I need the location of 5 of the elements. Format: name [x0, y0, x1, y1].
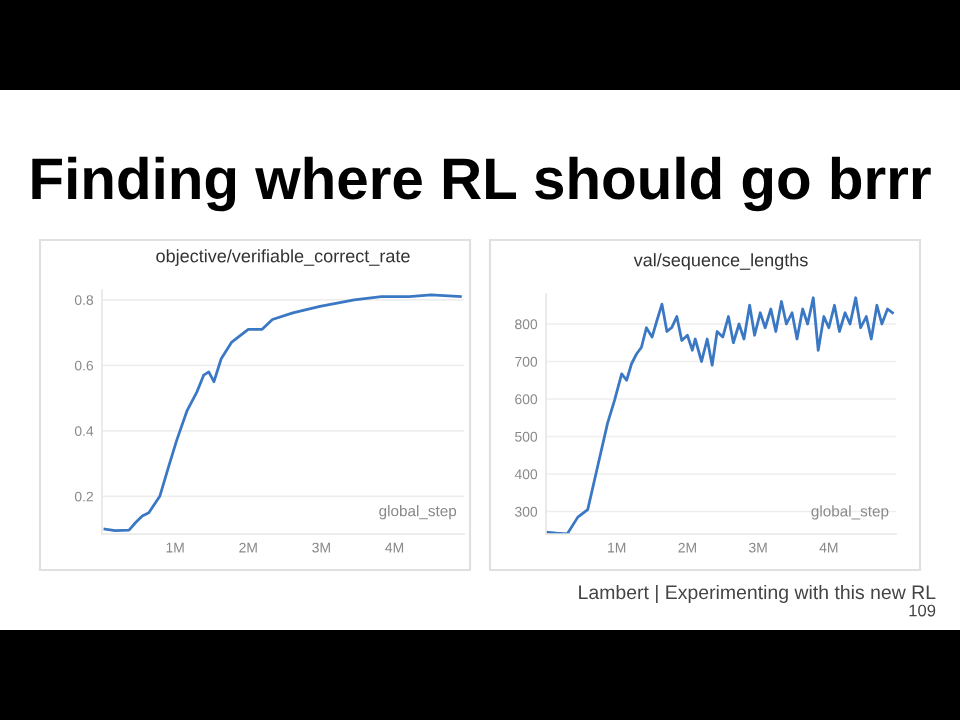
- text: Lambert | Experimenting with this new RL: [579, 584, 936, 604]
- text: 109: [909, 604, 936, 617]
- chart-title: val/sequence_lengths: [633, 253, 808, 270]
- chart-title: objective/verifiable_correct_rate: [156, 249, 410, 266]
- text: Finding where RL should go brrr: [32, 156, 931, 212]
